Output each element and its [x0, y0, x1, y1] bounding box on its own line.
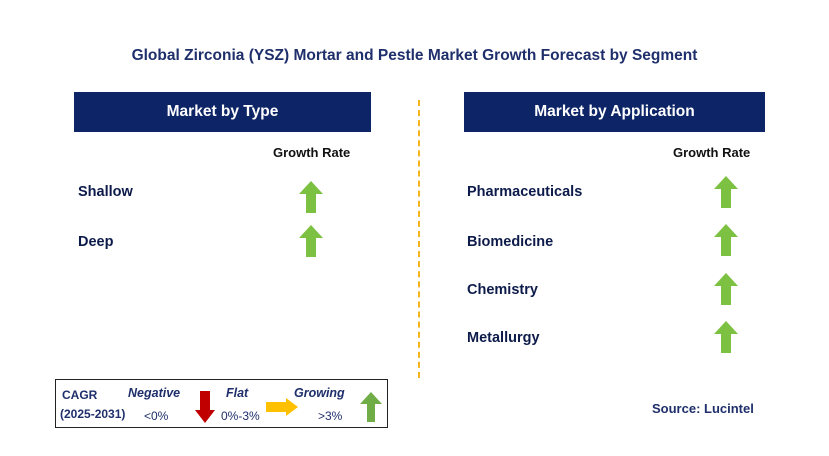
up-arrow-icon [359, 391, 383, 423]
right-growth-rate-label: Growth Rate [673, 145, 751, 160]
segment-label-shallow: Shallow [78, 184, 133, 200]
segment-label-biomedicine: Biomedicine [467, 234, 554, 250]
up-arrow-icon [713, 272, 739, 306]
segment-label-pharmaceuticals: Pharmaceuticals [467, 184, 583, 200]
market-by-type-header: Market by Type [74, 92, 371, 132]
chart-title: Global Zirconia (YSZ) Mortar and Pestle … [131, 47, 698, 64]
cagr-legend: CAGR (2025-2031) Negative <0% Flat 0%-3%… [55, 379, 388, 428]
source-label: Source: Lucintel [652, 401, 754, 416]
down-arrow-icon [194, 390, 216, 424]
up-arrow-icon [713, 320, 739, 354]
legend-negative-label: Negative [128, 386, 181, 400]
right-arrow-icon [265, 397, 299, 417]
legend-growing-label: Growing [294, 386, 345, 400]
up-arrow-icon [713, 175, 739, 209]
up-arrow-icon [298, 180, 324, 214]
segment-label-metallurgy: Metallurgy [467, 330, 540, 346]
segment-label-chemistry: Chemistry [467, 282, 538, 298]
legend-growing-range: >3% [318, 409, 343, 423]
panel-divider [418, 100, 420, 378]
legend-cagr-label: CAGR [62, 388, 98, 402]
up-arrow-icon [713, 223, 739, 257]
legend-period: (2025-2031) [60, 407, 126, 421]
legend-flat-range: 0%-3% [221, 409, 260, 423]
market-by-application-header: Market by Application [464, 92, 765, 132]
left-growth-rate-label: Growth Rate [273, 145, 351, 160]
up-arrow-icon [298, 224, 324, 258]
segment-label-deep: Deep [78, 234, 114, 250]
legend-negative-range: <0% [144, 409, 169, 423]
legend-flat-label: Flat [226, 386, 249, 400]
